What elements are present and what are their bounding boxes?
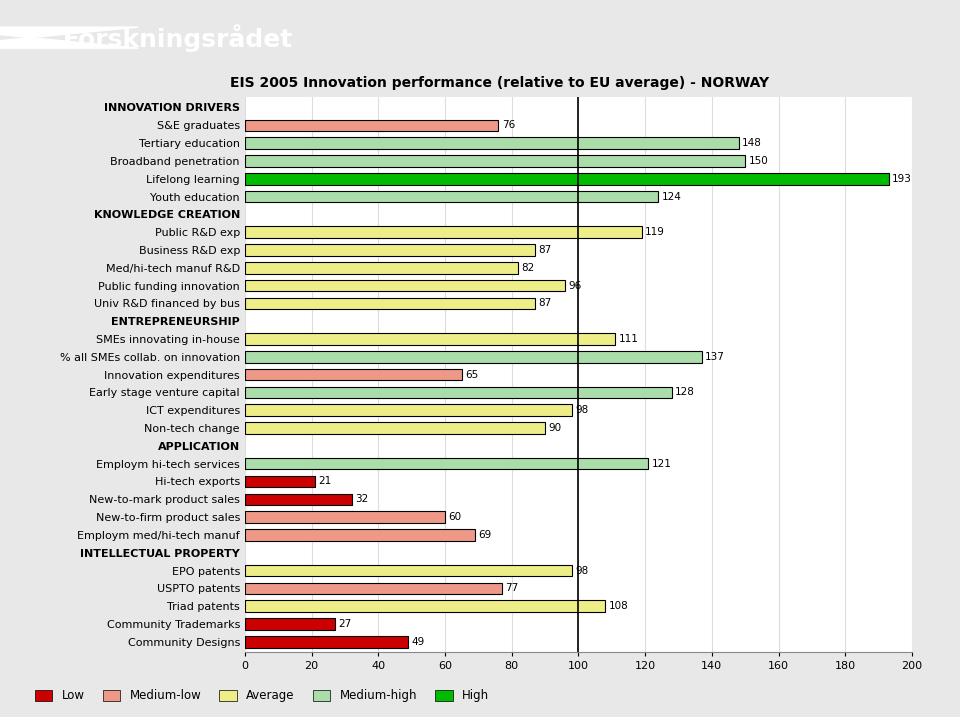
Text: 21: 21 bbox=[318, 477, 331, 487]
Text: 108: 108 bbox=[609, 601, 628, 611]
Bar bbox=[245, 618, 335, 630]
Legend: Low, Medium-low, Average, Medium-high, High: Low, Medium-low, Average, Medium-high, H… bbox=[35, 690, 490, 703]
Bar bbox=[245, 298, 535, 309]
Text: 76: 76 bbox=[502, 120, 515, 130]
Bar bbox=[245, 636, 408, 647]
Bar bbox=[245, 280, 565, 291]
Bar bbox=[245, 138, 738, 149]
Text: 98: 98 bbox=[575, 566, 588, 576]
Bar bbox=[245, 244, 535, 256]
Text: 87: 87 bbox=[539, 298, 552, 308]
Text: 124: 124 bbox=[661, 191, 682, 201]
Bar bbox=[245, 475, 315, 488]
Bar bbox=[245, 529, 475, 541]
Text: 96: 96 bbox=[568, 280, 582, 290]
Text: 150: 150 bbox=[749, 156, 768, 166]
Text: 90: 90 bbox=[548, 423, 562, 433]
Bar bbox=[245, 173, 889, 184]
Text: EIS 2005 Innovation performance (relative to EU average) - NORWAY: EIS 2005 Innovation performance (relativ… bbox=[229, 75, 769, 90]
Text: 137: 137 bbox=[706, 352, 725, 362]
Text: 82: 82 bbox=[521, 262, 535, 272]
Bar bbox=[245, 369, 462, 381]
Bar bbox=[245, 493, 351, 505]
Bar bbox=[245, 191, 659, 202]
Bar bbox=[245, 386, 672, 398]
Text: 77: 77 bbox=[505, 584, 518, 594]
Text: 98: 98 bbox=[575, 405, 588, 415]
Text: 111: 111 bbox=[618, 334, 638, 344]
Text: 65: 65 bbox=[465, 370, 478, 379]
Bar bbox=[245, 600, 605, 612]
Text: 69: 69 bbox=[478, 530, 492, 540]
Bar bbox=[245, 155, 745, 166]
Bar bbox=[245, 458, 648, 470]
Bar bbox=[245, 351, 702, 363]
Bar bbox=[245, 583, 502, 594]
Bar bbox=[245, 333, 615, 345]
Text: 60: 60 bbox=[448, 512, 462, 522]
Bar bbox=[245, 422, 545, 434]
Bar bbox=[245, 511, 445, 523]
Bar bbox=[245, 404, 572, 416]
Polygon shape bbox=[0, 27, 138, 37]
Text: 49: 49 bbox=[412, 637, 425, 647]
Text: 32: 32 bbox=[355, 494, 368, 504]
Text: 121: 121 bbox=[652, 459, 672, 469]
Text: Forskningsrådet: Forskningsrådet bbox=[62, 24, 293, 52]
Bar bbox=[245, 120, 498, 131]
Text: 128: 128 bbox=[675, 387, 695, 397]
Text: 148: 148 bbox=[742, 138, 761, 148]
Bar bbox=[245, 262, 518, 274]
Bar bbox=[245, 565, 572, 576]
Text: 27: 27 bbox=[338, 619, 351, 629]
Polygon shape bbox=[0, 37, 138, 48]
Text: 193: 193 bbox=[892, 174, 912, 184]
Text: 119: 119 bbox=[645, 227, 665, 237]
Bar bbox=[245, 227, 642, 238]
Text: 87: 87 bbox=[539, 245, 552, 255]
